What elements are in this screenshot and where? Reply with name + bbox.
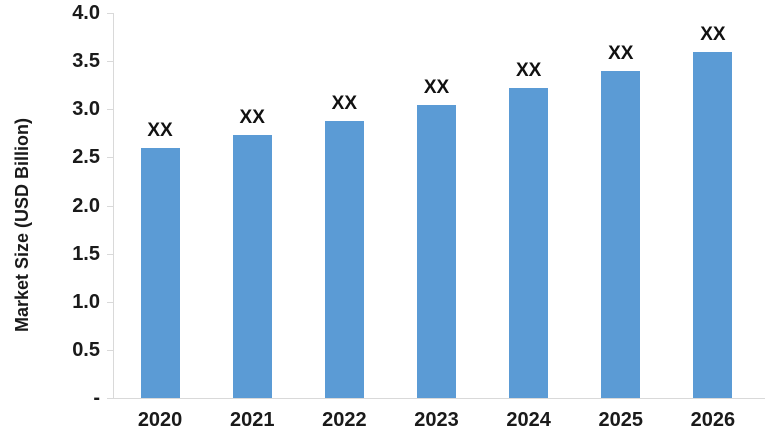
y-axis-tick-mark (107, 13, 113, 14)
y-axis-tick-mark (107, 109, 113, 111)
y-axis-line (113, 13, 114, 399)
y-axis-tick-mark (107, 205, 113, 207)
x-axis-tick-label-2026: 2026 (690, 409, 736, 431)
y-axis-tick-mark (107, 61, 113, 63)
y-axis-tick-label: 2.0 (72, 194, 100, 217)
y-axis-tick-label: 3.0 (72, 98, 100, 121)
plot-area: XX XX XX XX XX XX XX (114, 13, 759, 398)
x-axis-tick-label-2020: 2020 (137, 409, 183, 431)
bar-value-label-2024: XX (515, 60, 542, 82)
bar-2023 (417, 105, 456, 398)
y-axis-tick-label: 4.0 (72, 2, 100, 24)
bar-value-label-2026: XX (700, 23, 726, 45)
y-axis-tick-mark (107, 253, 113, 255)
bar-2020 (140, 147, 180, 398)
bar-value-label-2025: XX (608, 42, 634, 64)
x-axis-tick-label-2022: 2022 (322, 409, 367, 431)
x-axis-tick-label-2025: 2025 (598, 409, 644, 431)
y-axis-tick-label: 0.5 (72, 338, 100, 361)
bar-value-label-2020: XX (147, 119, 173, 141)
bar-2022 (324, 120, 364, 398)
y-axis-tick-mark (107, 398, 113, 399)
y-axis-tick-label: 2.5 (72, 146, 100, 169)
y-axis-tick-label: 1.0 (72, 290, 100, 313)
y-axis-title: Market Size (USD Billion) (12, 117, 32, 333)
bar-2025 (601, 70, 641, 398)
x-axis-line (113, 398, 765, 399)
y-axis-tick-label: 1.5 (72, 242, 100, 265)
bar-2024 (509, 88, 549, 398)
bar-2026 (693, 51, 733, 398)
y-axis-tick-mark (107, 349, 113, 351)
y-axis-tick-label: 3.5 (72, 50, 100, 73)
x-axis-tick-label-2023: 2023 (414, 409, 459, 431)
y-axis-tick-mark (107, 301, 113, 303)
bar-value-label-2021: XX (239, 107, 265, 129)
y-axis-tick-label: - (93, 387, 100, 409)
bar-value-label-2022: XX (331, 92, 358, 114)
y-axis-tick-mark (107, 157, 113, 159)
x-axis-tick-label-2024: 2024 (506, 409, 551, 431)
bar-value-label-2023: XX (423, 77, 450, 99)
x-axis-tick-label-2021: 2021 (229, 409, 275, 431)
bar-2021 (232, 135, 272, 398)
